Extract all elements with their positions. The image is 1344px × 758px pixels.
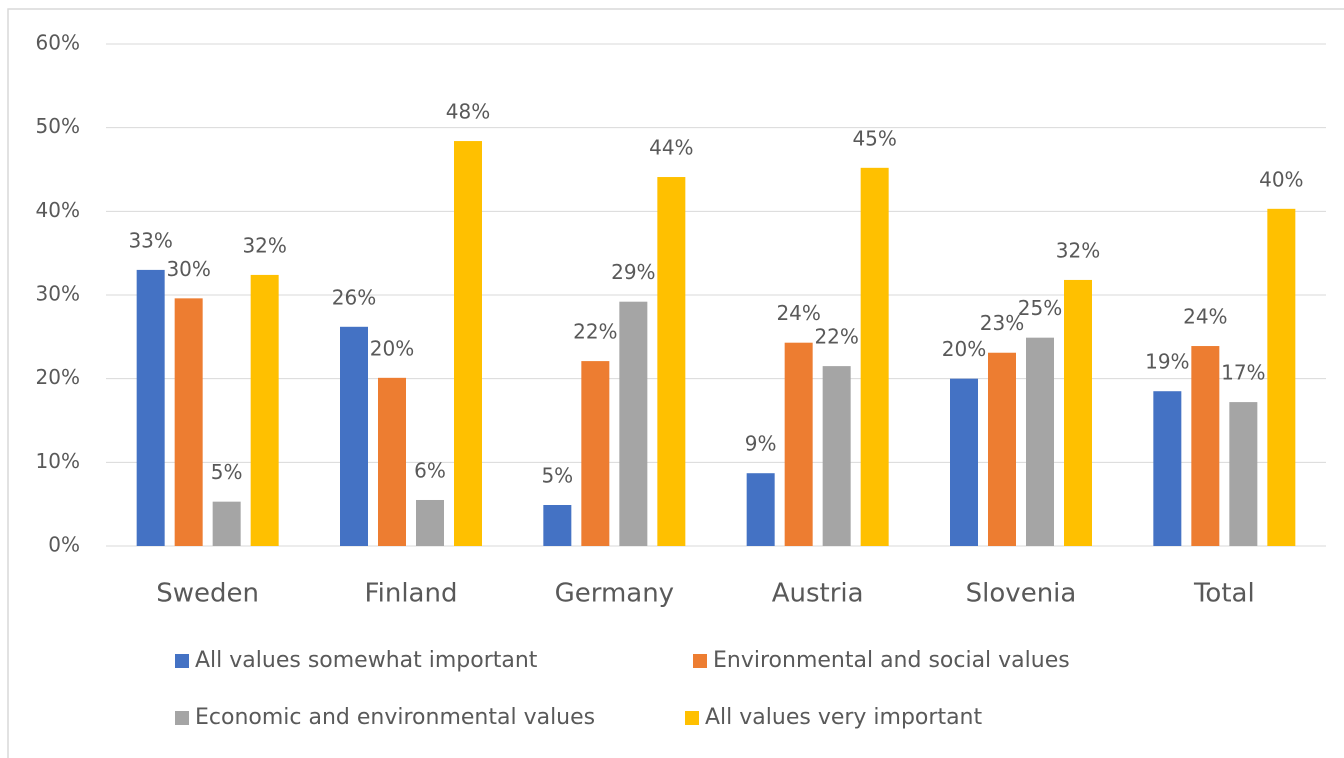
chart-border [7,8,1344,758]
bar [1153,391,1182,546]
bar [1191,346,1220,546]
bar [1229,402,1258,546]
legend-swatch [693,654,707,668]
legend-label: Environmental and social values [713,648,1070,673]
y-tick-label: 40% [36,198,80,222]
data-label: 32% [1056,238,1100,262]
bar [543,505,572,546]
bar [988,352,1016,546]
x-tick-label: Sweden [156,579,259,609]
y-tick-label: 60% [36,31,80,55]
data-label: 25% [1018,296,1062,320]
bar [340,326,368,546]
bar [136,269,165,546]
bar [1026,337,1054,546]
bar [822,366,851,546]
data-label: 5% [211,460,243,484]
data-label: 29% [611,260,655,284]
data-label: 40% [1259,167,1303,191]
bar [746,473,775,546]
legend-label: All values somewhat important [195,648,538,673]
data-label: 44% [649,136,693,160]
data-label: 22% [573,320,617,344]
data-label: 5% [541,464,573,488]
bar [619,301,648,546]
y-tick-label: 50% [36,114,80,138]
legend-swatch [175,711,189,725]
bar [657,177,686,546]
data-label: 24% [776,301,820,325]
data-label: 19% [1145,350,1189,374]
bar [581,361,610,546]
x-tick-label: Finland [365,579,458,609]
x-tick-label: Slovenia [966,579,1077,609]
data-label: 30% [166,257,210,281]
bar [860,167,889,546]
data-label: 48% [446,100,490,124]
data-label: 6% [414,458,446,482]
legend-label: Economic and environmental values [195,705,595,730]
bar [1064,279,1092,546]
y-tick-label: 30% [36,282,80,306]
bar [174,298,203,546]
data-label: 9% [745,432,777,456]
y-tick-label: 20% [36,365,80,389]
bar [950,378,978,546]
data-label: 45% [852,126,896,150]
bar [1267,208,1296,546]
data-label: 23% [980,311,1024,335]
x-tick-label: Austria [772,579,864,609]
bar [212,501,241,546]
data-label: 20% [942,337,986,361]
bar [378,377,406,546]
data-label: 22% [814,325,858,349]
x-tick-label: Total [1193,579,1255,609]
data-label: 24% [1183,305,1227,329]
y-tick-label: 0% [48,533,80,557]
data-label: 33% [128,228,172,252]
data-label: 32% [242,233,286,257]
bar [416,499,444,546]
x-tick-label: Germany [555,579,675,609]
bar [784,342,813,546]
data-label: 17% [1221,361,1265,385]
legend-swatch [685,711,699,725]
data-label: 20% [370,336,414,360]
legend-label: All values very important [705,705,982,730]
y-tick-label: 10% [36,449,80,473]
legend-swatch [175,654,189,668]
bar [454,141,482,546]
data-label: 26% [332,285,376,309]
bar [250,274,279,546]
